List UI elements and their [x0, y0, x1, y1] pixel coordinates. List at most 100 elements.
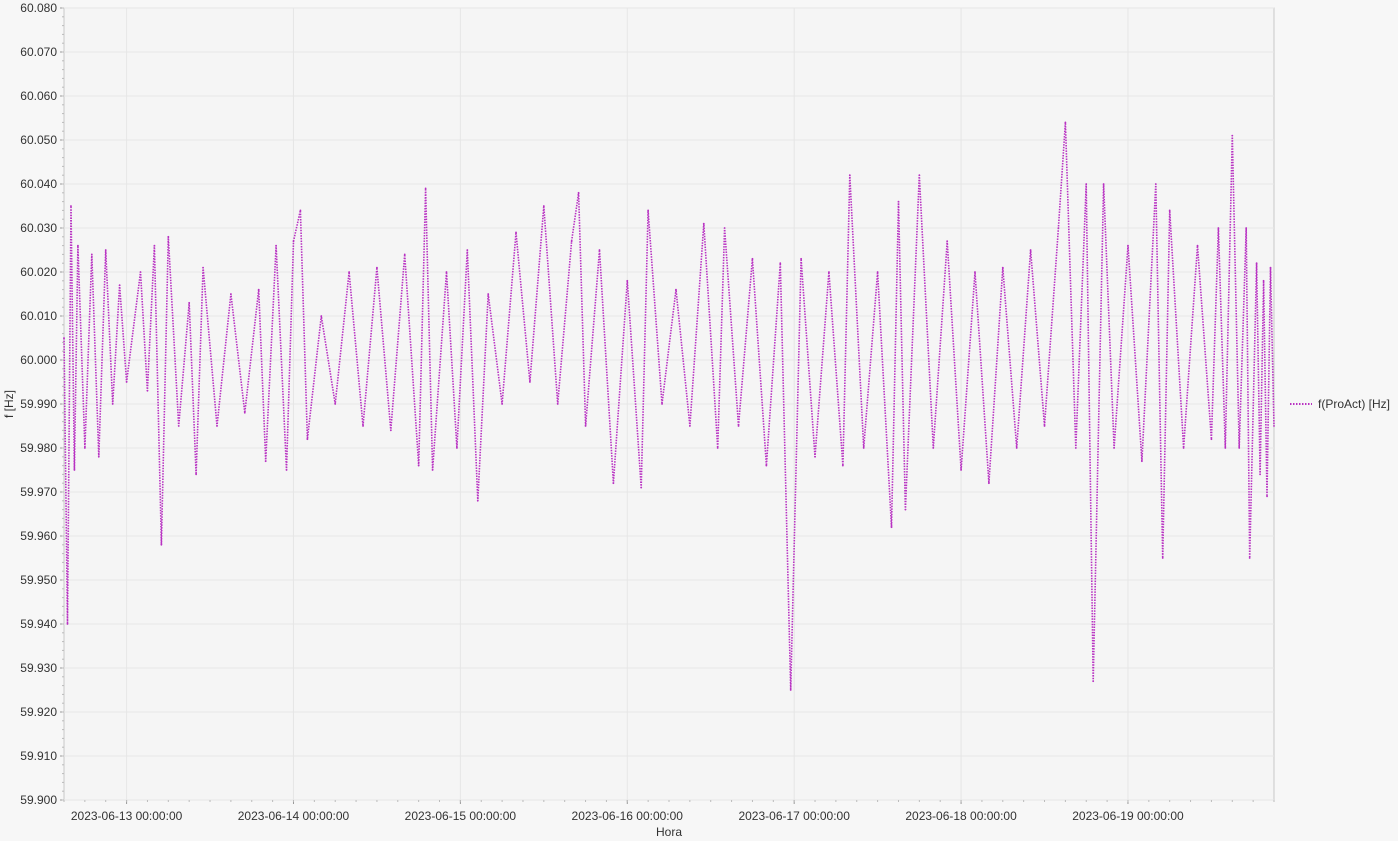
data-point	[73, 469, 76, 471]
data-point	[675, 288, 677, 291]
data-point	[1015, 447, 1018, 449]
data-point	[1161, 557, 1164, 559]
data-point	[90, 253, 93, 256]
data-point	[1196, 244, 1199, 247]
data-point	[897, 200, 900, 203]
data-point	[320, 315, 323, 317]
y-tick-label: 60.010	[20, 309, 57, 323]
data-point	[890, 526, 893, 529]
data-point	[584, 425, 587, 427]
legend-label: f(ProAct) [Hz]	[1318, 397, 1390, 411]
data-point	[97, 455, 100, 458]
data-point	[177, 425, 180, 427]
data-point	[577, 191, 580, 194]
x-axis: 2023-06-13 00:00:00 2023-06-14 00:00:00 20…	[63, 800, 1275, 823]
data-point	[487, 293, 490, 295]
data-point	[362, 425, 364, 427]
data-point	[647, 209, 650, 212]
data-point	[1224, 447, 1227, 449]
data-point	[1029, 249, 1032, 251]
data-point	[1273, 425, 1275, 427]
y-tick-label: 59.980	[20, 441, 57, 455]
data-point	[153, 244, 156, 247]
data-point	[789, 689, 792, 691]
data-point	[946, 240, 949, 243]
data-point	[1074, 447, 1077, 449]
data-point	[1210, 438, 1213, 441]
data-point	[146, 389, 149, 392]
y-tick-label: 60.060	[20, 89, 57, 103]
data-point	[264, 460, 267, 463]
data-point	[1057, 227, 1060, 229]
data-point	[1266, 495, 1268, 498]
y-axis-title: f [Hz]	[2, 390, 16, 418]
data-point	[640, 486, 643, 489]
y-tick-label: 60.030	[20, 221, 57, 235]
data-point	[216, 425, 218, 427]
data-point	[1168, 209, 1171, 212]
data-point	[1182, 447, 1185, 449]
data-point	[63, 337, 65, 339]
x-axis-title: Hora	[656, 825, 682, 839]
data-point	[299, 209, 302, 212]
data-point	[348, 271, 351, 273]
data-point	[188, 301, 191, 304]
data-point	[1259, 473, 1261, 476]
data-point	[862, 447, 865, 449]
data-point	[542, 205, 545, 207]
data-point	[70, 205, 72, 207]
data-point	[814, 455, 816, 458]
data-point	[918, 174, 921, 177]
data-point	[751, 257, 754, 260]
data-point	[306, 438, 309, 441]
data-point	[1113, 447, 1115, 449]
data-point	[1102, 183, 1105, 185]
data-point	[376, 266, 378, 269]
data-point	[1231, 134, 1234, 137]
y-tick-label: 59.970	[20, 485, 57, 499]
legend[interactable]: f(ProAct) [Hz]	[1290, 397, 1390, 411]
data-point	[66, 623, 69, 625]
y-tick-label: 60.080	[20, 1, 57, 15]
data-point	[1238, 447, 1241, 449]
data-point	[1001, 266, 1004, 269]
y-tick-label: 60.070	[20, 45, 57, 59]
data-point	[118, 284, 121, 287]
data-point	[292, 240, 295, 243]
data-point	[1043, 425, 1046, 427]
data-point	[1262, 279, 1265, 282]
y-tick-label: 59.960	[20, 529, 57, 543]
data-point	[1217, 227, 1220, 229]
data-point	[716, 447, 719, 449]
data-point	[111, 403, 114, 405]
data-point	[702, 222, 705, 225]
data-point	[285, 469, 288, 471]
data-point	[598, 249, 601, 251]
data-point	[737, 425, 740, 427]
data-point	[243, 411, 246, 414]
data-point	[960, 469, 962, 471]
y-tick-label: 59.930	[20, 661, 57, 675]
data-point	[334, 403, 337, 405]
x-tick-label: 2023-06-15 00:00:00	[405, 809, 517, 823]
data-point	[1248, 557, 1251, 559]
data-point	[688, 425, 691, 427]
data-point	[202, 266, 204, 269]
y-tick-label: 59.910	[20, 749, 57, 763]
x-tick-label: 2023-06-19 00:00:00	[1072, 809, 1184, 823]
data-point	[125, 381, 128, 383]
y-tick-label: 59.950	[20, 573, 57, 587]
data-point	[160, 543, 163, 546]
data-point	[515, 231, 517, 234]
data-point	[1269, 266, 1272, 269]
data-point	[987, 482, 990, 485]
series-line-fproact	[63, 122, 1275, 691]
series-layer	[63, 121, 1275, 691]
data-point	[904, 508, 907, 511]
data-point	[556, 403, 559, 405]
x-tick-label: 2023-06-16 00:00:00	[572, 809, 684, 823]
data-point	[456, 447, 458, 449]
data-point	[77, 244, 79, 247]
data-point	[841, 464, 844, 467]
